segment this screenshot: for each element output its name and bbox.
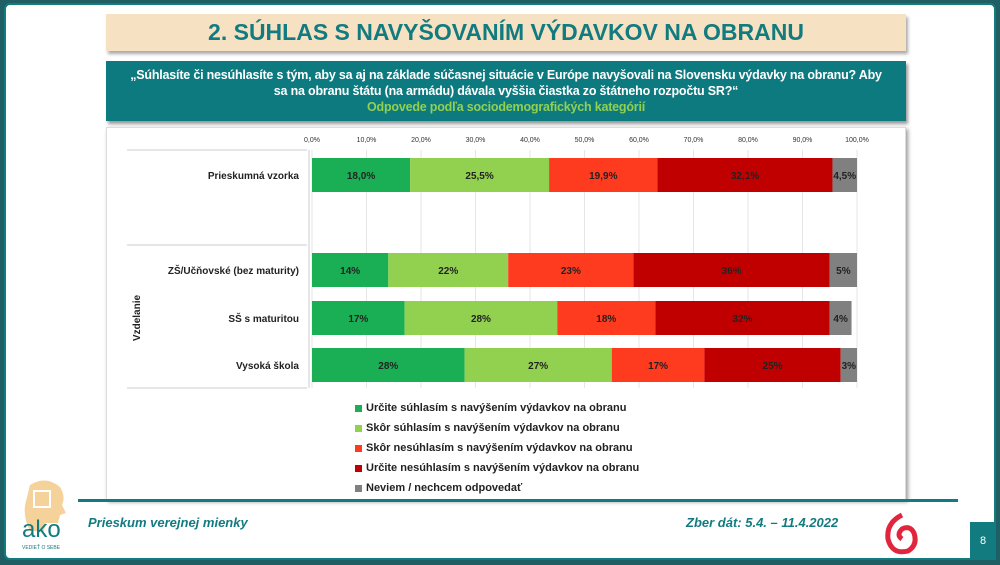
slide: 2. SÚHLAS S NAVYŠOVANÍM VÝDAVKOV NA OBRA… bbox=[4, 3, 996, 560]
bar-segment bbox=[508, 253, 634, 287]
bar-segment bbox=[704, 348, 841, 382]
bar-segment bbox=[312, 301, 405, 335]
data-label: 4% bbox=[833, 314, 848, 325]
data-label: 4,5% bbox=[833, 171, 856, 182]
legend: Určite súhlasím s navýšením výdavkov na … bbox=[355, 398, 639, 498]
x-tick-label: 30,0% bbox=[466, 137, 486, 144]
legend-item: Skôr súhlasím s navýšením výdavkov na ob… bbox=[355, 418, 639, 438]
data-label: 5% bbox=[836, 266, 851, 277]
data-label: 32,1% bbox=[731, 171, 759, 182]
svg-text:VEDIEŤ O SEBE: VEDIEŤ O SEBE bbox=[22, 543, 61, 551]
legend-item: Určite súhlasím s navýšením výdavkov na … bbox=[355, 398, 639, 418]
data-label: 32% bbox=[733, 314, 753, 325]
legend-swatch bbox=[355, 484, 362, 492]
bar-segment bbox=[388, 253, 509, 287]
bar-segment bbox=[611, 348, 705, 382]
legend-swatch bbox=[355, 464, 362, 472]
footer-survey-label: Prieskum verejnej mienky bbox=[88, 515, 248, 530]
x-tick-label: 60,0% bbox=[629, 137, 649, 144]
svg-text:ako: ako bbox=[22, 516, 61, 543]
bar-segment bbox=[633, 253, 830, 287]
question-line-1: „Súhlasíte či nesúhlasíte s tým, aby sa … bbox=[130, 68, 882, 82]
data-label: 17% bbox=[648, 361, 668, 372]
x-tick-label: 50,0% bbox=[575, 137, 595, 144]
x-tick-label: 100,0% bbox=[845, 137, 869, 144]
data-label: 25% bbox=[763, 361, 783, 372]
data-label: 3% bbox=[842, 361, 857, 372]
data-label: 14% bbox=[340, 266, 360, 277]
data-label: 19,9% bbox=[589, 171, 617, 182]
bar-segment bbox=[410, 158, 550, 192]
question-subtitle: Odpovede podľa sociodemografických kateg… bbox=[366, 100, 646, 114]
x-tick-label: 40,0% bbox=[520, 137, 540, 144]
legend-label: Určite súhlasím s navýšením výdavkov na … bbox=[366, 402, 627, 414]
bar-segment bbox=[840, 348, 857, 382]
bar-segment bbox=[312, 253, 389, 287]
page-number: 8 bbox=[970, 522, 996, 560]
chart-svg: 0,0% 10,0% 20,0% 30,0% 40,0% 50,0% 60,0% 70,0% 8… bbox=[127, 137, 869, 389]
category-label: ZŠ/Učňovské (bez maturity) bbox=[168, 264, 299, 277]
bar-segment bbox=[832, 158, 857, 192]
data-label: 28% bbox=[378, 361, 398, 372]
footer-divider bbox=[78, 499, 958, 502]
footer-date: Zber dát: 5.4. – 11.4.2022 bbox=[686, 515, 839, 530]
data-label: 17% bbox=[348, 314, 368, 325]
legend-item: Neviem / nechcem odpovedať bbox=[355, 478, 639, 498]
data-label: 18,0% bbox=[347, 171, 375, 182]
data-label: 18% bbox=[596, 314, 616, 325]
category-label: Prieskumná vzorka bbox=[208, 171, 300, 182]
data-label: 28% bbox=[471, 314, 491, 325]
bar-segment bbox=[464, 348, 612, 382]
legend-label: Určite nesúhlasím s navýšením výdavkov n… bbox=[366, 462, 640, 474]
x-tick-label: 70,0% bbox=[684, 137, 704, 144]
data-label: 22% bbox=[438, 266, 458, 277]
bar-segment bbox=[312, 348, 465, 382]
legend-item: Určite nesúhlasím s navýšením výdavkov n… bbox=[355, 458, 639, 478]
bar-segment bbox=[404, 301, 558, 335]
red-swirl-logo bbox=[885, 512, 918, 555]
legend-label: Skôr súhlasím s navýšením výdavkov na ob… bbox=[366, 422, 620, 434]
legend-item: Skôr nesúhlasím s navýšením výdavkov na … bbox=[355, 438, 639, 458]
x-tick-label: 90,0% bbox=[793, 137, 813, 144]
bar-segment bbox=[657, 158, 833, 192]
category-label: Vysoká škola bbox=[236, 361, 299, 372]
question-box: „Súhlasíte či nesúhlasíte s tým, aby sa … bbox=[106, 61, 906, 121]
data-label: 27% bbox=[528, 361, 548, 372]
bar-segment bbox=[312, 158, 411, 192]
x-tick-label: 0,0% bbox=[304, 137, 320, 144]
bar-segment bbox=[655, 301, 830, 335]
data-label: 23% bbox=[561, 266, 581, 277]
legend-label: Skôr nesúhlasím s navýšením výdavkov na … bbox=[366, 442, 633, 454]
group-label: Vzdelanie bbox=[132, 295, 143, 342]
data-label: 36% bbox=[722, 266, 742, 277]
bar-segment bbox=[557, 301, 656, 335]
slide-title: 2. SÚHLAS S NAVYŠOVANÍM VÝDAVKOV NA OBRA… bbox=[106, 14, 906, 51]
legend-label: Neviem / nechcem odpovedať bbox=[366, 482, 523, 494]
x-tick-label: 20,0% bbox=[411, 137, 431, 144]
data-label: 25,5% bbox=[465, 171, 493, 182]
category-label: SŠ s maturitou bbox=[228, 312, 299, 325]
bar-segment bbox=[829, 253, 857, 287]
x-tick-label: 80,0% bbox=[738, 137, 758, 144]
ako-logo: ako VEDIEŤ O SEBE bbox=[22, 480, 67, 551]
legend-swatch bbox=[355, 444, 362, 452]
legend-swatch bbox=[355, 404, 362, 412]
x-tick-label: 10,0% bbox=[357, 137, 377, 144]
bar-segment bbox=[829, 301, 852, 335]
question-line-2: sa na obranu štátu (na armádu) dávala vy… bbox=[273, 84, 739, 98]
legend-swatch bbox=[355, 424, 362, 432]
bar-segment bbox=[549, 158, 658, 192]
chart: 0,0% 10,0% 20,0% 30,0% 40,0% 50,0% 60,0% 70,0% 8… bbox=[106, 127, 906, 500]
